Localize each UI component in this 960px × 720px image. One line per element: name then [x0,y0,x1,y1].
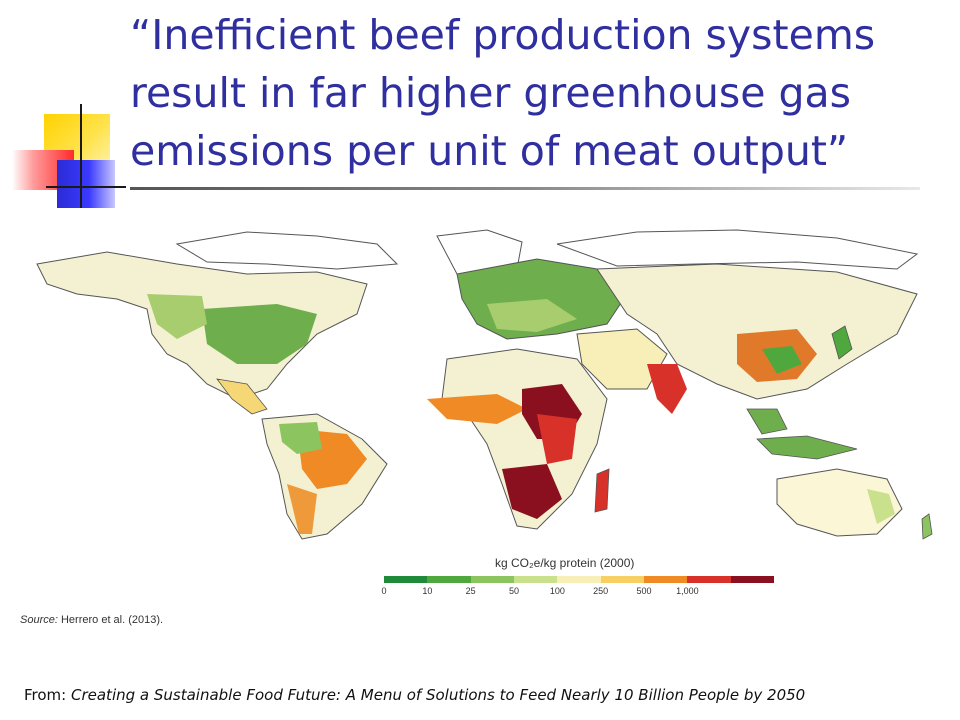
source-text: Herrero et al. (2013). [57,614,164,626]
region-south-america-south [287,484,317,534]
legend-swatch [687,576,731,583]
landmass-arctic-russia [556,229,919,270]
legend-swatch [730,576,774,583]
legend-tick-label: 500 [636,586,652,596]
landmass-asia [596,263,918,400]
source-label: Source: [20,614,58,626]
landmass-new-zealand [921,513,933,540]
map-source-note: Source: Herrero et al. (2013). [20,614,163,626]
region-sahel-orange [427,394,527,424]
slide-title: “Inefficient beef production systems res… [130,11,876,175]
legend-tick-label: 1,000 [676,586,699,596]
ornament-horizontal-line [46,186,126,188]
citation-work-title: Creating a Sustainable Food Future: A Me… [71,686,806,704]
landmass-arctic-canada [175,231,399,270]
region-amazon-green [279,422,322,454]
legend-swatch [643,576,688,583]
legend-swatch [384,576,428,583]
legend-swatch [513,576,558,583]
region-indonesia [756,435,858,460]
legend-tick-labels: 0 10 25 50 100 250 500 1,000 [381,586,774,600]
world-map-graphic [36,229,933,540]
region-madagascar [594,468,610,513]
region-southeast-asia [746,408,788,435]
legend-swatch [470,576,514,583]
legend-color-bar [384,576,774,583]
legend-swatch [427,576,471,583]
legend-tick-label: 100 [549,586,565,596]
legend-tick-label: 0 [381,586,387,596]
region-southern-africa-red [502,464,562,519]
region-europe-light [487,299,577,332]
legend-tick-label: 25 [465,586,476,596]
region-australia-east [867,489,895,524]
legend-tick-label: 50 [508,586,520,596]
region-japan [831,325,853,360]
region-china-green [762,346,802,374]
citation-prefix: From: [24,686,71,704]
region-central-america [216,378,268,415]
legend-tick-label: 10 [422,586,433,596]
landmass-middle-east [576,328,668,390]
ornament-vertical-line [80,104,82,208]
landmass-australia [776,468,903,537]
legend-swatch [557,576,601,583]
region-east-africa-mid [537,414,577,464]
legend-title: kg CO₂e/kg protein (2000) [495,556,635,570]
slide-citation: From: Creating a Sustainable Food Future… [24,686,954,704]
slide-ornament [0,100,140,220]
legend-tick-label: 250 [593,586,609,596]
region-north-america-west [147,294,207,339]
region-india-red [647,364,687,414]
emissions-world-map: kg CO₂e/kg protein (2000) 0 10 25 50 100 250 5… [17,214,943,632]
region-north-america-east [202,304,317,364]
title-divider [130,187,920,190]
ornament-blue-square [57,160,115,208]
legend-swatch [600,576,644,583]
